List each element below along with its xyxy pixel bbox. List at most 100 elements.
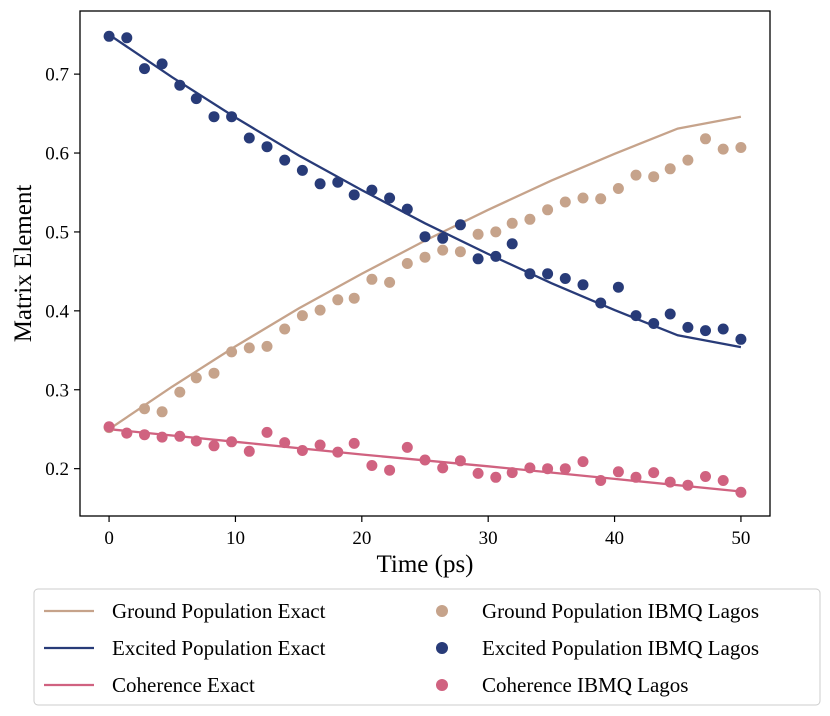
point-coherence-ibmq-lagos xyxy=(630,471,642,483)
point-ground-population-ibmq-lagos xyxy=(454,246,466,258)
point-ground-population-ibmq-lagos xyxy=(490,226,502,238)
line-ground-population-exact xyxy=(108,115,742,431)
point-coherence-ibmq-lagos xyxy=(366,460,378,471)
point-excited-population-ibmq-lagos xyxy=(226,111,238,123)
point-coherence-ibmq-lagos xyxy=(314,439,326,451)
point-excited-population-ibmq-lagos xyxy=(630,310,642,322)
point-coherence-ibmq-lagos xyxy=(648,467,660,479)
point-coherence-ibmq-lagos xyxy=(156,431,168,443)
point-ground-population-ibmq-lagos xyxy=(366,273,378,285)
point-coherence-ibmq-lagos xyxy=(577,456,589,468)
point-coherence-ibmq-lagos xyxy=(612,466,624,478)
plot-frame xyxy=(79,10,771,517)
point-ground-population-ibmq-lagos xyxy=(506,217,518,229)
plot-points xyxy=(103,30,747,498)
point-ground-population-ibmq-lagos xyxy=(190,372,202,384)
point-ground-population-ibmq-lagos xyxy=(332,294,344,306)
point-coherence-ibmq-lagos xyxy=(139,429,150,441)
point-coherence-ibmq-lagos xyxy=(506,467,518,479)
point-ground-population-ibmq-lagos xyxy=(577,192,589,204)
point-coherence-ibmq-lagos xyxy=(121,427,133,439)
y-tick-label: 0.6 xyxy=(45,144,69,165)
point-excited-population-ibmq-lagos xyxy=(121,32,133,44)
x-tick-label: 50 xyxy=(731,528,750,549)
point-ground-population-ibmq-lagos xyxy=(279,323,291,335)
point-excited-population-ibmq-lagos xyxy=(279,154,291,166)
point-excited-population-ibmq-lagos xyxy=(243,132,255,144)
legend-label: Ground Population IBMQ Lagos xyxy=(482,599,759,623)
point-coherence-ibmq-lagos xyxy=(595,475,607,486)
y-axis: 0.2 0.3 0.4 0.5 0.6 0.7 xyxy=(45,65,80,480)
point-ground-population-ibmq-lagos xyxy=(612,183,624,194)
point-coherence-ibmq-lagos xyxy=(664,476,676,488)
point-excited-population-ibmq-lagos xyxy=(612,281,624,293)
point-coherence-ibmq-lagos xyxy=(348,437,360,449)
legend-item-excited-population-exact: Excited Population Exact xyxy=(44,636,326,660)
point-coherence-ibmq-lagos xyxy=(524,462,536,474)
point-excited-population-ibmq-lagos xyxy=(717,323,729,335)
point-excited-population-ibmq-lagos xyxy=(577,279,589,291)
point-excited-population-ibmq-lagos xyxy=(454,219,466,231)
point-excited-population-ibmq-lagos xyxy=(506,238,518,250)
point-ground-population-ibmq-lagos xyxy=(174,386,186,398)
point-coherence-ibmq-lagos xyxy=(384,464,396,476)
y-tick-label: 0.4 xyxy=(45,301,69,322)
point-coherence-ibmq-lagos xyxy=(419,454,431,466)
legend: Ground Population Exact Excited Populatio… xyxy=(33,588,821,706)
point-excited-population-ibmq-lagos xyxy=(139,63,150,75)
point-excited-population-ibmq-lagos xyxy=(384,192,396,204)
point-ground-population-ibmq-lagos xyxy=(559,196,571,208)
legend-item-coherence-exact: Coherence Exact xyxy=(44,673,255,697)
legend-label: Ground Population Exact xyxy=(112,599,326,623)
point-coherence-ibmq-lagos xyxy=(190,435,202,447)
point-ground-population-ibmq-lagos xyxy=(139,403,150,415)
point-excited-population-ibmq-lagos xyxy=(156,58,168,70)
point-excited-population-ibmq-lagos xyxy=(559,273,571,284)
legend-label: Coherence IBMQ Lagos xyxy=(482,673,688,697)
point-ground-population-ibmq-lagos xyxy=(348,292,360,304)
point-ground-population-ibmq-lagos xyxy=(717,143,729,155)
point-excited-population-ibmq-lagos xyxy=(314,178,326,190)
legend-box xyxy=(33,588,821,706)
legend-item-ground-population-ibmq-lagos: Ground Population IBMQ Lagos xyxy=(436,599,759,623)
x-tick-label: 10 xyxy=(226,528,245,549)
point-ground-population-ibmq-lagos xyxy=(226,346,238,358)
point-ground-population-ibmq-lagos xyxy=(384,276,396,288)
point-excited-population-ibmq-lagos xyxy=(348,189,360,201)
legend-marker-swatch xyxy=(436,605,448,617)
point-coherence-ibmq-lagos xyxy=(279,437,291,449)
point-coherence-ibmq-lagos xyxy=(208,440,220,452)
point-ground-population-ibmq-lagos xyxy=(208,367,220,379)
point-excited-population-ibmq-lagos xyxy=(419,231,431,243)
x-axis: 0 10 20 30 40 50 xyxy=(104,516,750,549)
point-excited-population-ibmq-lagos xyxy=(437,232,449,244)
point-coherence-ibmq-lagos xyxy=(401,441,413,453)
point-coherence-ibmq-lagos xyxy=(735,486,747,498)
point-excited-population-ibmq-lagos xyxy=(595,297,607,309)
legend-label: Excited Population IBMQ Lagos xyxy=(482,636,759,660)
point-excited-population-ibmq-lagos xyxy=(190,93,202,105)
point-excited-population-ibmq-lagos xyxy=(682,321,694,333)
point-excited-population-ibmq-lagos xyxy=(296,164,308,176)
point-excited-population-ibmq-lagos xyxy=(700,325,711,337)
point-coherence-ibmq-lagos xyxy=(717,475,729,486)
x-tick-label: 0 xyxy=(104,528,114,549)
x-axis-label: Time (ps) xyxy=(376,551,473,578)
point-coherence-ibmq-lagos xyxy=(700,471,711,482)
point-ground-population-ibmq-lagos xyxy=(296,310,308,322)
point-ground-population-ibmq-lagos xyxy=(243,342,255,354)
point-ground-population-ibmq-lagos xyxy=(700,133,711,145)
point-coherence-ibmq-lagos xyxy=(332,446,344,458)
point-coherence-ibmq-lagos xyxy=(472,467,484,479)
point-coherence-ibmq-lagos xyxy=(454,455,466,467)
point-excited-population-ibmq-lagos xyxy=(524,268,536,280)
point-excited-population-ibmq-lagos xyxy=(472,253,484,265)
point-coherence-ibmq-lagos xyxy=(559,463,571,475)
legend-label: Excited Population Exact xyxy=(112,636,326,660)
point-ground-population-ibmq-lagos xyxy=(630,169,642,181)
y-tick-label: 0.3 xyxy=(45,380,69,401)
y-axis-label: Matrix Element xyxy=(10,185,37,343)
point-coherence-ibmq-lagos xyxy=(542,463,554,475)
point-coherence-ibmq-lagos xyxy=(226,436,238,448)
